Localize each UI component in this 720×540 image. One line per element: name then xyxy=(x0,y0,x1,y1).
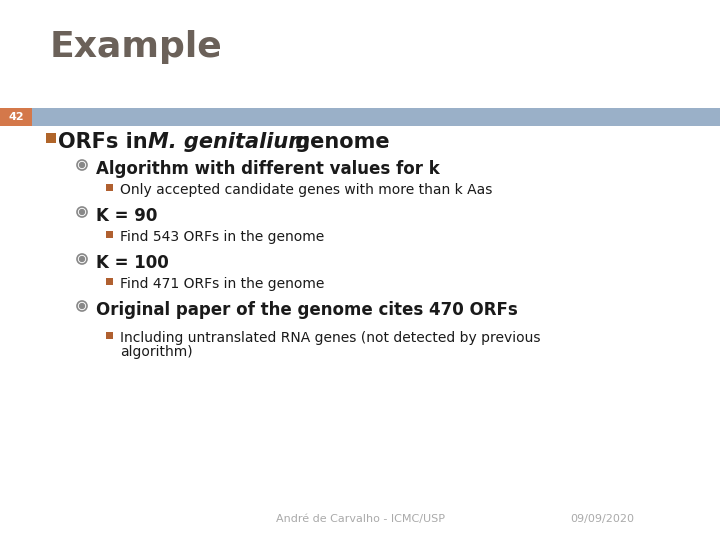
Text: M. genitalium: M. genitalium xyxy=(148,132,310,152)
Bar xyxy=(106,332,113,339)
Text: Original paper of the genome cites 470 ORFs: Original paper of the genome cites 470 O… xyxy=(96,301,518,319)
Bar xyxy=(106,278,113,285)
Text: ORFs in: ORFs in xyxy=(58,132,155,152)
Text: Only accepted candidate genes with more than k Aas: Only accepted candidate genes with more … xyxy=(120,183,492,197)
Text: genome: genome xyxy=(288,132,390,152)
Text: 09/09/2020: 09/09/2020 xyxy=(570,514,634,524)
Text: Example: Example xyxy=(50,30,222,64)
Bar xyxy=(106,184,113,191)
Text: Find 543 ORFs in the genome: Find 543 ORFs in the genome xyxy=(120,230,324,244)
Text: algorithm): algorithm) xyxy=(120,345,193,359)
Text: K = 90: K = 90 xyxy=(96,207,158,225)
Text: Algorithm with different values for k: Algorithm with different values for k xyxy=(96,160,440,178)
Bar xyxy=(0,108,32,126)
Circle shape xyxy=(79,303,84,308)
Circle shape xyxy=(79,256,84,261)
Circle shape xyxy=(79,163,84,167)
Circle shape xyxy=(79,210,84,214)
Bar xyxy=(0,108,720,126)
Text: Including untranslated RNA genes (not detected by previous: Including untranslated RNA genes (not de… xyxy=(120,331,541,345)
Text: Find 471 ORFs in the genome: Find 471 ORFs in the genome xyxy=(120,277,325,291)
Text: 42: 42 xyxy=(8,112,24,122)
Text: André de Carvalho - ICMC/USP: André de Carvalho - ICMC/USP xyxy=(276,514,444,524)
Text: K = 100: K = 100 xyxy=(96,254,168,272)
Bar xyxy=(46,133,56,143)
Bar xyxy=(106,231,113,238)
